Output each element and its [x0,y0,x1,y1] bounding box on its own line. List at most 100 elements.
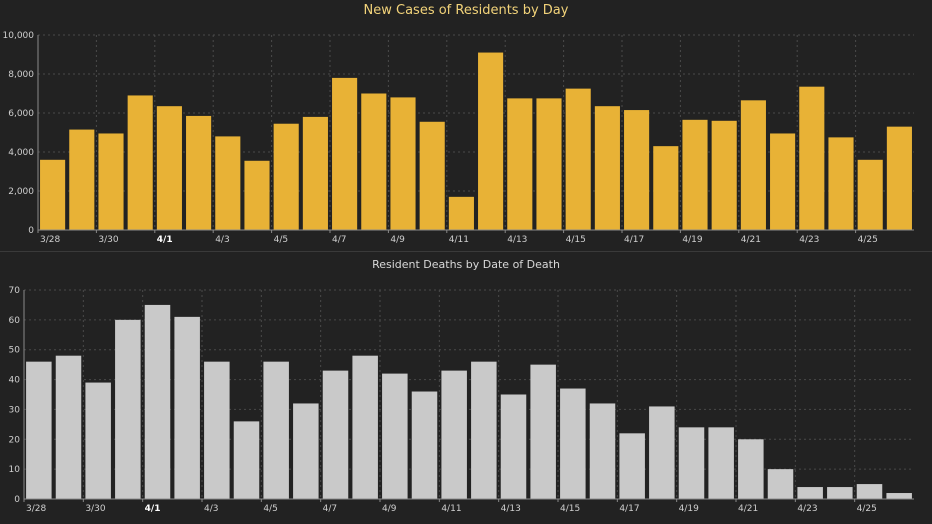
deaths-bar-4-15[interactable] [560,388,586,499]
deaths-x-tick-label: 4/11 [441,504,461,514]
cases-x-tick-label: 4/21 [741,235,761,245]
deaths-bar-4-16[interactable] [589,403,616,499]
deaths-bar-4-24[interactable] [827,487,853,499]
cases-bar-4-22[interactable] [770,133,796,230]
cases-x-tick-label: 4/19 [682,235,702,245]
deaths-bar-4-4[interactable] [233,421,260,499]
deaths-bar-3-30[interactable] [85,382,111,499]
deaths-y-tick-label: 30 [9,405,21,415]
deaths-y-tick-label: 60 [9,316,21,326]
deaths-x-tick-label: 4/25 [857,504,877,514]
cases-bar-4-6[interactable] [302,116,328,230]
cases-bar-4-1[interactable] [156,106,182,230]
cases-x-tick-label: 4/25 [858,235,878,245]
deaths-x-tick-label: 4/9 [382,504,397,514]
deaths-x-tick-label: 4/13 [501,504,521,514]
deaths-bar-4-20[interactable] [708,427,734,499]
cases-x-tick-label: 3/28 [40,235,60,245]
cases-bar-4-5[interactable] [273,123,299,230]
cases-bar-4-10[interactable] [419,121,445,230]
cases-bar-4-19[interactable] [682,119,708,230]
deaths-chart-panel: Resident Deaths by Date of Death 0 10 20 30… [0,252,932,524]
deaths-bar-4-9[interactable] [382,373,408,499]
cases-x-tick-label: 3/30 [98,235,118,245]
cases-x-tick-label: 4/7 [332,235,346,245]
cases-x-tick-label: 4/3 [215,235,229,245]
cases-chart-panel: New Cases of Residents by Day 0 2,000 4,00… [0,0,932,252]
cases-x-tick-label: 4/11 [449,235,469,245]
cases-y-tick-label: 0 [28,226,34,236]
cases-bar-4-9[interactable] [390,97,416,231]
deaths-x-tick-label: 4/17 [619,504,639,514]
panel-divider [0,251,932,252]
cases-x-tick-label: 4/9 [390,235,405,245]
deaths-bar-4-17[interactable] [619,433,645,499]
deaths-bar-4-13[interactable] [500,394,527,500]
deaths-bar-4-6[interactable] [293,403,319,499]
deaths-bar-4-14[interactable] [530,364,556,499]
deaths-bar-4-19[interactable] [678,427,705,499]
cases-bar-4-23[interactable] [799,86,825,230]
cases-y-tick-label: 6,000 [8,109,34,119]
deaths-bar-4-12[interactable] [471,361,497,499]
deaths-y-tick-label: 40 [9,376,21,386]
deaths-bar-4-10[interactable] [411,391,438,499]
cases-bar-4-15[interactable] [565,88,591,230]
cases-x-tick-label: 4/13 [507,235,527,245]
cases-chart-title: New Cases of Residents by Day [363,3,569,18]
deaths-x-tick-label: 4/5 [263,504,277,514]
deaths-x-tick-label: 4/23 [797,504,817,514]
cases-bar-4-14[interactable] [536,98,562,230]
cases-bar-4-4[interactable] [244,160,270,230]
cases-bar-4-12[interactable] [478,52,504,230]
deaths-bar-4-2[interactable] [174,316,200,499]
deaths-bar-3-31[interactable] [115,319,141,499]
deaths-bar-4-1[interactable] [144,304,171,499]
deaths-bar-4-5[interactable] [263,361,289,499]
deaths-chart-title: Resident Deaths by Date of Death [372,258,560,271]
deaths-y-tick-label: 0 [14,495,20,505]
cases-x-tick-label: 4/17 [624,235,644,245]
cases-bar-4-26[interactable] [886,126,912,230]
deaths-chart-svg: 0 10 20 30 40 50 60 70 3/28 3/30 4/1 4/3 4/5 4/7 4/9 4/… [9,286,914,514]
cases-bar-4-20[interactable] [711,120,737,230]
deaths-x-tick-label: 4/15 [560,504,580,514]
deaths-y-tick-label: 20 [9,435,21,445]
cases-bar-4-18[interactable] [653,146,679,230]
deaths-bar-4-23[interactable] [797,487,823,499]
deaths-bar-3-28[interactable] [26,361,52,499]
cases-x-tick-label: 4/15 [566,235,586,245]
cases-bar-4-3[interactable] [215,136,241,230]
cases-bar-3-29[interactable] [69,129,95,230]
cases-bar-4-8[interactable] [361,93,387,231]
deaths-bar-3-29[interactable] [55,355,82,499]
cases-y-tick-label: 10,000 [3,31,35,41]
deaths-bar-4-3[interactable] [204,361,230,499]
cases-bar-4-2[interactable] [186,115,212,230]
cases-bar-4-7[interactable] [332,77,358,231]
cases-bar-4-13[interactable] [507,98,533,230]
cases-bar-4-25[interactable] [857,159,883,230]
deaths-bar-4-25[interactable] [856,484,883,499]
deaths-x-tick-label: 4/1 [145,504,161,514]
cases-bar-4-11[interactable] [448,196,474,230]
deaths-bar-4-21[interactable] [738,439,764,499]
deaths-bar-4-22[interactable] [767,469,794,499]
cases-bar-4-16[interactable] [594,106,620,230]
cases-bar-4-24[interactable] [828,137,854,230]
deaths-bar-4-7[interactable] [322,370,349,499]
cases-bar-3-30[interactable] [98,133,124,230]
cases-y-tick-label: 4,000 [8,148,34,158]
deaths-x-tick-label: 3/30 [85,504,105,514]
cases-bar-4-21[interactable] [740,100,766,230]
deaths-bar-4-11[interactable] [441,370,467,499]
deaths-bar-4-26[interactable] [886,493,912,499]
cases-chart-svg: 0 2,000 4,000 6,000 8,000 10,000 3/28 3/30 4/1 4/… [3,31,914,245]
deaths-bar-4-8[interactable] [352,355,378,499]
cases-bar-3-28[interactable] [40,159,66,230]
deaths-y-tick-label: 10 [9,465,21,475]
cases-bar-4-17[interactable] [624,110,650,230]
deaths-bar-4-18[interactable] [649,406,675,499]
cases-bar-3-31[interactable] [127,95,153,230]
